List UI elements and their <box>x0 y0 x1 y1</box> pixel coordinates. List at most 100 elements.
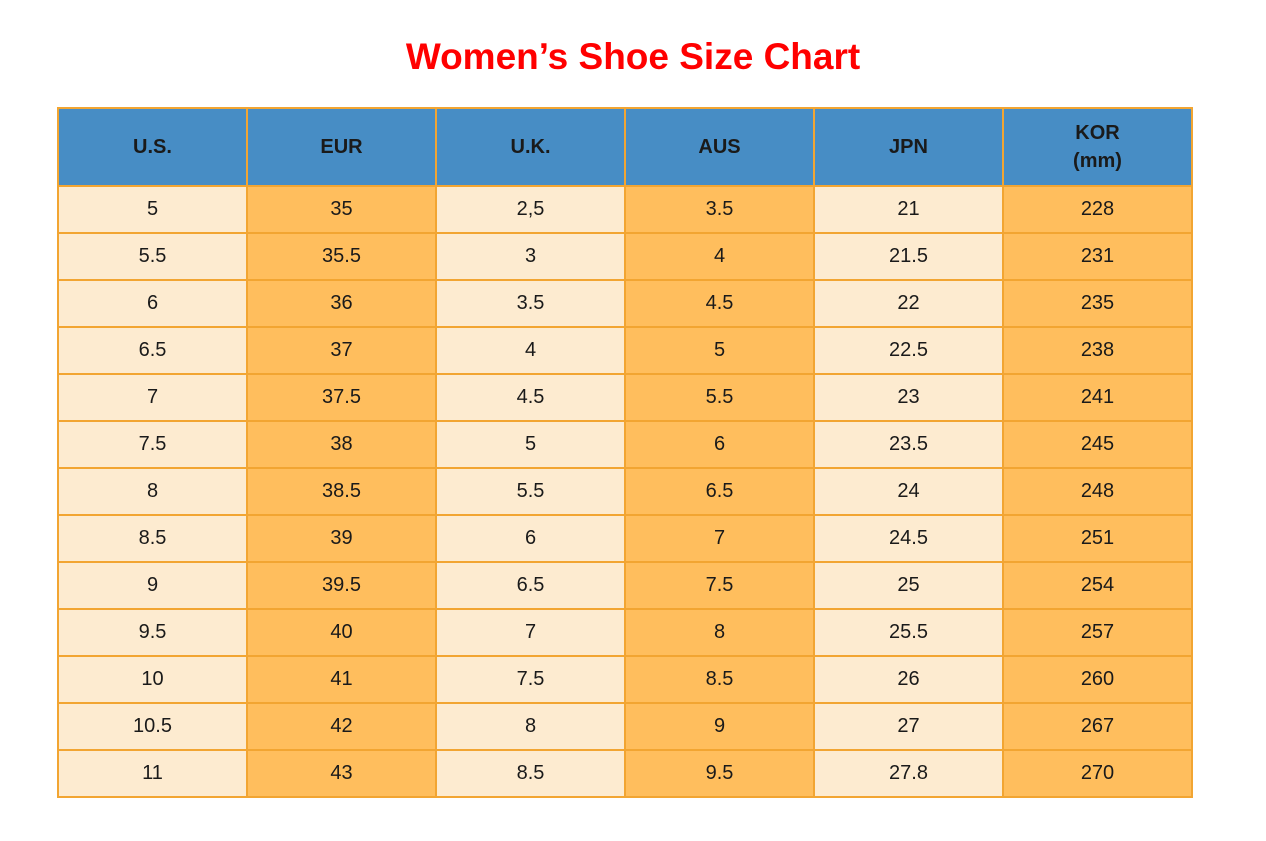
cell-us: 5.5 <box>57 232 248 281</box>
cell-aus: 9 <box>624 702 815 751</box>
cell-aus: 7.5 <box>624 561 815 610</box>
cell-eur: 37.5 <box>246 373 437 422</box>
cell-kor-mm: 241 <box>1002 373 1193 422</box>
table-row: 5.5 35.5 3 4 21.5 231 <box>57 232 1193 281</box>
cell-kor-mm: 248 <box>1002 467 1193 516</box>
cell-aus: 6 <box>624 420 815 469</box>
cell-kor-mm: 257 <box>1002 608 1193 657</box>
table-row: 7 37.5 4.5 5.5 23 241 <box>57 373 1193 422</box>
cell-jpn: 21.5 <box>813 232 1004 281</box>
cell-jpn: 22 <box>813 279 1004 328</box>
cell-uk: 8.5 <box>435 749 626 798</box>
cell-aus: 5 <box>624 326 815 375</box>
cell-kor-mm: 267 <box>1002 702 1193 751</box>
cell-uk: 5 <box>435 420 626 469</box>
page-title: Women’s Shoe Size Chart <box>405 36 861 77</box>
cell-eur: 38.5 <box>246 467 437 516</box>
cell-us: 8.5 <box>57 514 248 563</box>
table-row: 5 35 2,5 3.5 21 228 <box>57 185 1193 234</box>
cell-us: 9 <box>57 561 248 610</box>
cell-us: 8 <box>57 467 248 516</box>
cell-eur: 35 <box>246 185 437 234</box>
cell-us: 7 <box>57 373 248 422</box>
shoe-size-table: U.S. EUR U.K. AUS JPN KOR (mm) 5 35 2,5 3.5 21 228… <box>57 107 1193 798</box>
cell-us: 6 <box>57 279 248 328</box>
cell-us: 6.5 <box>57 326 248 375</box>
cell-aus: 8 <box>624 608 815 657</box>
cell-jpn: 22.5 <box>813 326 1004 375</box>
cell-eur: 36 <box>246 279 437 328</box>
cell-kor-mm: 231 <box>1002 232 1193 281</box>
cell-uk: 5.5 <box>435 467 626 516</box>
header-cell-us: U.S. <box>57 107 248 187</box>
cell-us: 11 <box>57 749 248 798</box>
cell-jpn: 27 <box>813 702 1004 751</box>
header-cell-uk: U.K. <box>435 107 626 187</box>
cell-eur: 40 <box>246 608 437 657</box>
cell-us: 10.5 <box>57 702 248 751</box>
cell-us: 9.5 <box>57 608 248 657</box>
cell-eur: 42 <box>246 702 437 751</box>
table-row: 11 43 8.5 9.5 27.8 270 <box>57 749 1193 798</box>
cell-kor-mm: 235 <box>1002 279 1193 328</box>
cell-eur: 39.5 <box>246 561 437 610</box>
cell-eur: 35.5 <box>246 232 437 281</box>
cell-kor-mm: 238 <box>1002 326 1193 375</box>
cell-uk: 3 <box>435 232 626 281</box>
cell-aus: 9.5 <box>624 749 815 798</box>
cell-us: 10 <box>57 655 248 704</box>
cell-jpn: 26 <box>813 655 1004 704</box>
cell-kor-mm: 260 <box>1002 655 1193 704</box>
table-row: 10 41 7.5 8.5 26 260 <box>57 655 1193 704</box>
cell-eur: 41 <box>246 655 437 704</box>
header-cell-aus: AUS <box>624 107 815 187</box>
header-cell-kor-mm: KOR (mm) <box>1002 107 1193 187</box>
cell-eur: 37 <box>246 326 437 375</box>
cell-kor-mm: 270 <box>1002 749 1193 798</box>
table-row: 9 39.5 6.5 7.5 25 254 <box>57 561 1193 610</box>
cell-us: 5 <box>57 185 248 234</box>
table-row: 6.5 37 4 5 22.5 238 <box>57 326 1193 375</box>
cell-uk: 7.5 <box>435 655 626 704</box>
table-row: 6 36 3.5 4.5 22 235 <box>57 279 1193 328</box>
cell-aus: 7 <box>624 514 815 563</box>
cell-uk: 7 <box>435 608 626 657</box>
cell-aus: 6.5 <box>624 467 815 516</box>
cell-kor-mm: 245 <box>1002 420 1193 469</box>
cell-eur: 38 <box>246 420 437 469</box>
cell-jpn: 24 <box>813 467 1004 516</box>
header-row: U.S. EUR U.K. AUS JPN KOR (mm) <box>57 107 1193 187</box>
table-row: 8.5 39 6 7 24.5 251 <box>57 514 1193 563</box>
cell-uk: 6.5 <box>435 561 626 610</box>
cell-us: 7.5 <box>57 420 248 469</box>
cell-uk: 2,5 <box>435 185 626 234</box>
cell-aus: 8.5 <box>624 655 815 704</box>
cell-jpn: 25.5 <box>813 608 1004 657</box>
cell-eur: 43 <box>246 749 437 798</box>
table-row: 7.5 38 5 6 23.5 245 <box>57 420 1193 469</box>
cell-jpn: 27.8 <box>813 749 1004 798</box>
header-cell-jpn: JPN <box>813 107 1004 187</box>
cell-uk: 8 <box>435 702 626 751</box>
cell-jpn: 23.5 <box>813 420 1004 469</box>
table-row: 9.5 40 7 8 25.5 257 <box>57 608 1193 657</box>
cell-aus: 5.5 <box>624 373 815 422</box>
cell-aus: 4 <box>624 232 815 281</box>
cell-uk: 3.5 <box>435 279 626 328</box>
cell-jpn: 24.5 <box>813 514 1004 563</box>
table-body: 5 35 2,5 3.5 21 228 5.5 35.5 3 4 21.5 231 6 36 3.5 4.5 2… <box>57 185 1193 798</box>
cell-jpn: 21 <box>813 185 1004 234</box>
cell-uk: 6 <box>435 514 626 563</box>
table-row: 8 38.5 5.5 6.5 24 248 <box>57 467 1193 516</box>
cell-jpn: 25 <box>813 561 1004 610</box>
cell-kor-mm: 228 <box>1002 185 1193 234</box>
cell-uk: 4 <box>435 326 626 375</box>
cell-jpn: 23 <box>813 373 1004 422</box>
cell-uk: 4.5 <box>435 373 626 422</box>
header-cell-eur: EUR <box>246 107 437 187</box>
cell-aus: 3.5 <box>624 185 815 234</box>
cell-aus: 4.5 <box>624 279 815 328</box>
cell-kor-mm: 254 <box>1002 561 1193 610</box>
table-row: 10.5 42 8 9 27 267 <box>57 702 1193 751</box>
